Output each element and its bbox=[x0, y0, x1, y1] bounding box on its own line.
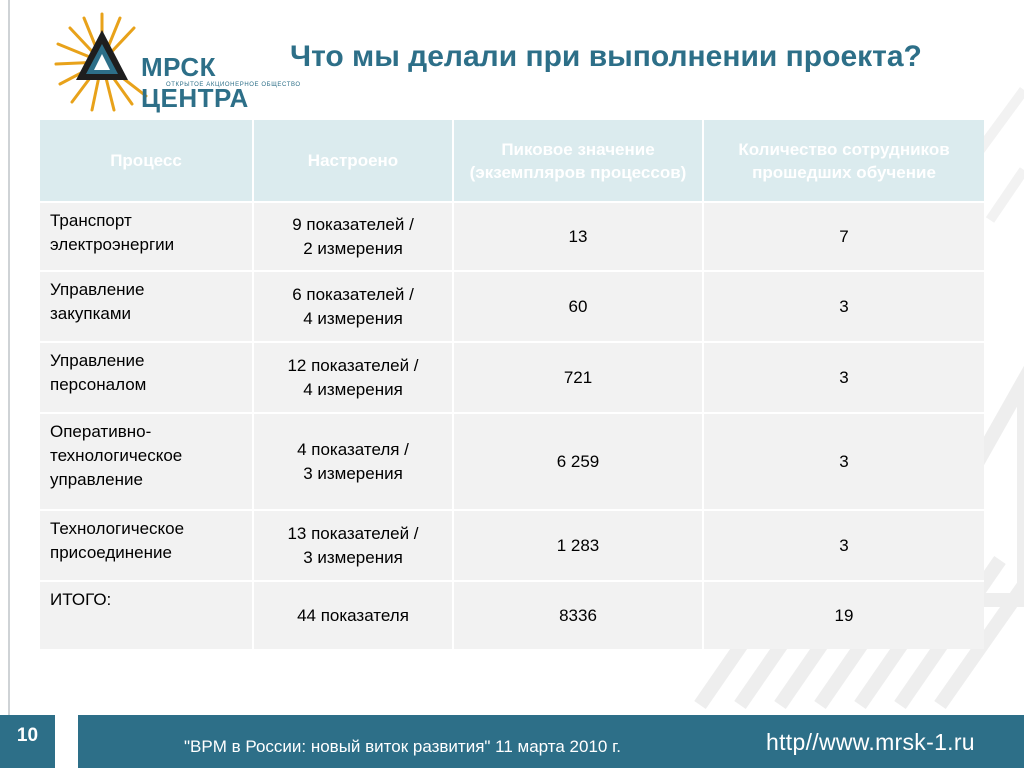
table-row: Управление персоналом 12 показателей / 4… bbox=[40, 341, 984, 412]
configured-cell: 6 показателей / 4 измерения bbox=[254, 270, 454, 341]
results-table: Процесс Настроено Пиковое значение (экзе… bbox=[40, 120, 984, 649]
process-cell: Технологическое присоединение bbox=[40, 509, 254, 580]
peak-cell: 8336 bbox=[454, 580, 704, 649]
configured-cell: 4 показателя / 3 измерения bbox=[254, 412, 454, 509]
table-header-row: Процесс Настроено Пиковое значение (экзе… bbox=[40, 120, 984, 201]
page-number: 10 bbox=[0, 715, 55, 768]
table-row: Транспорт электроэнергии 9 показателей /… bbox=[40, 201, 984, 270]
process-line: технологическое bbox=[50, 446, 183, 465]
footer-event-text: "BPM в России: новый виток развития" 11 … bbox=[184, 737, 621, 756]
configured-line: 4 измерения bbox=[303, 308, 403, 328]
process-cell: Оперативно- технологическое управление bbox=[40, 412, 254, 509]
configured-line: 2 измерения bbox=[303, 238, 403, 258]
process-line: закупками bbox=[50, 304, 132, 323]
header-configured: Настроено bbox=[254, 120, 454, 201]
process-line: ИТОГО: bbox=[50, 590, 112, 609]
process-line: Управление bbox=[50, 280, 145, 299]
peak-cell: 13 bbox=[454, 201, 704, 270]
trained-cell: 3 bbox=[704, 341, 984, 412]
process-cell: Управление персоналом bbox=[40, 341, 254, 412]
process-line: персоналом bbox=[50, 375, 147, 394]
process-cell: Транспорт электроэнергии bbox=[40, 201, 254, 270]
configured-cell: 12 показателей / 4 измерения bbox=[254, 341, 454, 412]
configured-line: 4 показателя / bbox=[297, 439, 409, 459]
peak-cell: 60 bbox=[454, 270, 704, 341]
process-line: Оперативно- bbox=[50, 422, 152, 441]
table-row: Управление закупками 6 показателей / 4 и… bbox=[40, 270, 984, 341]
table-row: Оперативно- технологическое управление 4… bbox=[40, 412, 984, 509]
header-process: Процесс bbox=[40, 120, 254, 201]
configured-line: 4 измерения bbox=[303, 379, 403, 399]
configured-line: 6 показателей / bbox=[292, 284, 414, 304]
process-cell: ИТОГО: bbox=[40, 580, 254, 649]
configured-line: 3 измерения bbox=[303, 463, 403, 483]
configured-cell: 44 показателя bbox=[254, 580, 454, 649]
configured-line: 9 показателей / bbox=[292, 214, 414, 234]
trained-cell: 19 bbox=[704, 580, 984, 649]
footer-bar: "BPM в России: новый виток развития" 11 … bbox=[78, 715, 1024, 768]
configured-line: 3 измерения bbox=[303, 547, 403, 567]
trained-cell: 3 bbox=[704, 412, 984, 509]
peak-cell: 6 259 bbox=[454, 412, 704, 509]
mrsk-sunburst-logo-icon bbox=[54, 12, 148, 112]
process-line: присоединение bbox=[50, 543, 172, 562]
trained-cell: 3 bbox=[704, 509, 984, 580]
logo-subtitle: ОТКРЫТОЕ АКЦИОНЕРНОЕ ОБЩЕСТВО bbox=[166, 82, 301, 88]
header-peak: Пиковое значение (экземпляров процессов) bbox=[454, 120, 704, 201]
peak-cell: 721 bbox=[454, 341, 704, 412]
process-line: электроэнергии bbox=[50, 235, 175, 254]
triangle-logo-icon bbox=[76, 30, 128, 80]
logo-name: МРСК ЦЕНТРА bbox=[141, 52, 249, 113]
left-rule bbox=[8, 0, 10, 715]
configured-line: 12 показателей / bbox=[287, 355, 419, 375]
process-line: Управление bbox=[50, 351, 145, 370]
configured-line: 13 показателей / bbox=[287, 523, 419, 543]
footer-url: http//www.mrsk-1.ru bbox=[766, 729, 975, 755]
table-row-total: ИТОГО: 44 показателя 8336 19 bbox=[40, 580, 984, 649]
process-line: управление bbox=[50, 470, 143, 489]
configured-cell: 13 показателей / 3 измерения bbox=[254, 509, 454, 580]
trained-cell: 7 bbox=[704, 201, 984, 270]
page-title: Что мы делали при выполнении проекта? bbox=[290, 40, 922, 73]
trained-cell: 3 bbox=[704, 270, 984, 341]
process-cell: Управление закупками bbox=[40, 270, 254, 341]
company-logo: МРСК ЦЕНТРА ОТКРЫТОЕ АКЦИОНЕРНОЕ ОБЩЕСТВ… bbox=[54, 8, 300, 113]
configured-cell: 9 показателей / 2 измерения bbox=[254, 201, 454, 270]
configured-line: 44 показателя bbox=[297, 605, 409, 625]
process-line: Технологическое bbox=[50, 519, 185, 538]
table-row: Технологическое присоединение 13 показат… bbox=[40, 509, 984, 580]
process-line: Транспорт bbox=[50, 211, 132, 230]
peak-cell: 1 283 bbox=[454, 509, 704, 580]
header-trained: Количество сотрудников прошедших обучени… bbox=[704, 120, 984, 201]
